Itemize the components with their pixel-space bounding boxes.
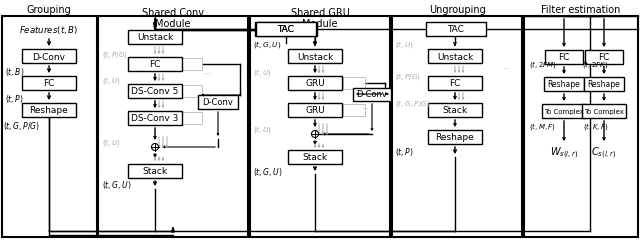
Bar	[582, 104, 626, 118]
Bar	[128, 58, 182, 72]
Text: $(t, G, U)$: $(t, G, U)$	[253, 38, 281, 49]
Bar	[128, 112, 182, 126]
Text: $(t, G, U)$: $(t, G, U)$	[102, 178, 132, 190]
Bar	[198, 96, 238, 110]
Text: D-Conv: D-Conv	[33, 52, 65, 61]
Bar	[343, 104, 365, 117]
Text: DS-Conv 5: DS-Conv 5	[131, 87, 179, 96]
Text: TAC: TAC	[278, 26, 294, 34]
Bar	[128, 164, 182, 178]
Text: Stack: Stack	[303, 153, 328, 162]
Text: Stack: Stack	[442, 106, 468, 115]
Text: $(t, G, U)$: $(t, G, U)$	[253, 165, 283, 177]
Bar	[128, 31, 182, 45]
Text: FC: FC	[598, 53, 610, 62]
Bar	[288, 50, 342, 64]
Text: Unstack: Unstack	[437, 52, 473, 61]
Bar	[98, 17, 248, 237]
Bar	[288, 104, 342, 118]
Bar	[428, 50, 482, 64]
Text: $(t, G, P/G)$: $(t, G, P/G)$	[395, 98, 430, 109]
Bar	[524, 17, 638, 237]
Text: $(t, K, F)$: $(t, K, F)$	[583, 120, 609, 131]
Text: $(t, U)$: $(t, U)$	[102, 75, 121, 86]
Text: $(t, U)$: $(t, U)$	[102, 137, 121, 148]
Text: FC: FC	[149, 60, 161, 69]
Text: $(t, P)$: $(t, P)$	[5, 93, 24, 104]
Bar	[428, 104, 482, 118]
Bar	[428, 130, 482, 144]
Bar	[128, 85, 182, 98]
Bar	[180, 112, 202, 124]
Bar	[255, 23, 317, 37]
Text: Grouping: Grouping	[27, 5, 72, 15]
Bar	[545, 51, 583, 65]
Text: $(t, 2FM)$: $(t, 2FM)$	[529, 58, 557, 69]
Text: $(t, M, F)$: $(t, M, F)$	[529, 120, 556, 131]
Text: Filter estimation: Filter estimation	[541, 5, 621, 15]
Text: $(t, U)$: $(t, U)$	[395, 38, 414, 49]
Text: Shared Conv
Module: Shared Conv Module	[142, 8, 204, 29]
Text: Features$(t, B)$: Features$(t, B)$	[19, 24, 79, 36]
Text: ···: ···	[361, 80, 369, 89]
Bar	[250, 17, 390, 237]
Bar	[544, 78, 584, 92]
Text: $C_{s(l,r)}$: $C_{s(l,r)}$	[591, 145, 616, 160]
Text: $W_{s(l,r)}$: $W_{s(l,r)}$	[550, 145, 578, 160]
Bar	[2, 17, 97, 237]
Text: DS-Conv 3: DS-Conv 3	[131, 114, 179, 123]
Text: ···: ···	[203, 70, 211, 79]
Text: FC: FC	[449, 79, 461, 88]
Text: $(t, U)$: $(t, U)$	[253, 124, 272, 135]
Text: $(t, P)$: $(t, P)$	[395, 146, 414, 157]
Bar	[288, 150, 342, 164]
Text: TAC: TAC	[447, 26, 465, 34]
Bar	[22, 77, 76, 91]
Text: Reshape: Reshape	[29, 106, 68, 115]
Bar	[22, 50, 76, 64]
Text: $(t, B)$: $(t, B)$	[5, 66, 24, 78]
Text: FC: FC	[44, 79, 54, 88]
Text: To Complex: To Complex	[544, 108, 584, 114]
Text: Reshape: Reshape	[548, 80, 580, 89]
Text: Shared GRU
Module: Shared GRU Module	[291, 8, 349, 29]
Text: TAC: TAC	[278, 26, 294, 34]
Bar	[353, 88, 391, 101]
Bar	[343, 78, 365, 90]
Text: To Complex: To Complex	[584, 108, 624, 114]
Bar	[426, 23, 486, 37]
Text: $(t, P/G)$: $(t, P/G)$	[102, 48, 128, 59]
Bar	[180, 59, 202, 71]
Text: D-Conv: D-Conv	[203, 98, 234, 107]
Text: GRU: GRU	[305, 106, 325, 115]
Bar	[22, 104, 76, 118]
Text: Stack: Stack	[143, 167, 168, 176]
Text: FC: FC	[558, 53, 570, 62]
Text: Unstack: Unstack	[297, 52, 333, 61]
Text: Ungrouping: Ungrouping	[429, 5, 485, 15]
Bar	[392, 17, 522, 237]
Text: GRU: GRU	[305, 79, 325, 88]
Text: $(t, U)$: $(t, U)$	[253, 67, 272, 78]
Text: ···: ···	[502, 65, 510, 74]
Text: Reshape: Reshape	[588, 80, 620, 89]
Text: ···: ···	[361, 105, 369, 114]
Text: $(t, 2FK)$: $(t, 2FK)$	[582, 58, 608, 69]
Bar	[256, 23, 316, 37]
Text: $(t, G, P/G)$: $(t, G, P/G)$	[3, 120, 40, 132]
Text: D-Conv: D-Conv	[356, 90, 387, 99]
Bar	[584, 78, 624, 92]
Text: ···: ···	[203, 95, 211, 104]
Bar	[542, 104, 586, 118]
Text: Reshape: Reshape	[436, 133, 474, 142]
Bar	[180, 86, 202, 98]
Bar	[428, 77, 482, 91]
Bar	[288, 77, 342, 91]
Bar	[585, 51, 623, 65]
Text: $(t, P/G)$: $(t, P/G)$	[395, 71, 421, 82]
Text: Unstack: Unstack	[137, 33, 173, 42]
